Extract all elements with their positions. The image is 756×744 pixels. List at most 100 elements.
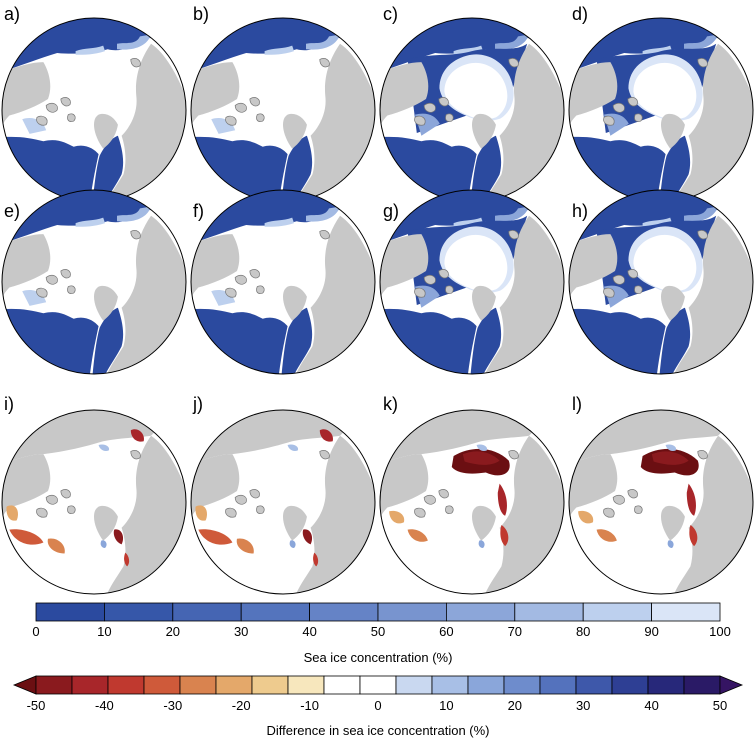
island [130,230,141,240]
map-content [569,190,753,374]
panel-label: a) [4,4,20,24]
island [67,113,76,122]
land-north-america [380,454,429,530]
ice-gain-patch [667,540,674,548]
island [130,58,141,68]
map-panel-d: d) [568,4,754,203]
land-north-america [380,62,429,138]
ice-loss-patch [302,529,313,545]
island [508,58,519,68]
colorbar-swatch [35,675,73,695]
island [319,58,330,68]
ice-loss-patch [651,451,689,465]
colorbar-swatch [287,675,325,695]
colorbar-swatch [107,675,145,695]
map-border [379,409,565,595]
colorbar-tick-label: -40 [95,698,114,713]
ice-loss-patch [462,451,500,465]
ocean-region [380,308,477,374]
colorbar-swatch [683,675,721,695]
land-north-america [191,62,240,138]
colorbar-swatch [323,675,361,695]
island [36,507,48,518]
ocean-region [659,307,691,374]
ocean-region [281,307,313,374]
ice-loss-patch [124,552,130,567]
island [438,489,449,499]
colorbar-swatch [539,675,577,695]
ice-loss-patch [389,510,405,524]
colorbar-swatch [104,602,174,622]
ocean-region [92,135,124,202]
island [67,285,76,294]
map-content [380,410,564,594]
ocean-region [281,135,313,202]
land-greenland [661,285,685,321]
land-north-america [569,234,618,310]
colorbar-swatch [309,602,379,622]
colorbar-tick-label: 10 [439,698,453,713]
map-border [568,189,754,375]
marginal-ice [75,45,106,55]
island [634,505,643,514]
panel-label: g) [383,201,399,221]
ocean-region [470,307,502,374]
island [627,97,638,107]
ice-loss-patch [689,525,698,547]
difference-colorbar-title: Difference in sea ice concentration (%) [266,723,489,738]
island [697,230,708,240]
map-content [191,18,375,202]
island [249,489,260,499]
ice-gain-patch [478,540,485,548]
colorbar-swatch [575,675,613,695]
land-north-america [569,62,618,138]
map-content [2,18,186,202]
island [225,507,237,518]
island [445,285,454,294]
colorbar-tick-label: -30 [163,698,182,713]
marginal-ice [117,34,152,50]
map-content [2,410,186,594]
island [256,285,265,294]
colorbar-swatch [71,675,109,695]
island [603,287,615,298]
colorbar-tick-label: 100 [709,624,731,639]
map-panel-k: k) [379,394,565,595]
land-north-america [2,454,51,530]
panel-label: b) [193,4,209,24]
colorbar-swatch [651,602,721,622]
island [234,103,247,113]
colorbar-swatch [431,675,469,695]
ice-loss-patch [497,483,507,516]
island [45,275,58,285]
colorbar-tick-label: -20 [232,698,251,713]
ice-core [633,234,697,292]
ocean-region [470,135,502,202]
map-border [1,409,187,595]
colorbar-extension-high [719,675,744,695]
marginal-ice [684,206,719,222]
colorbar-swatch [647,675,685,695]
ice-core [444,62,508,120]
marginal-ice [495,34,530,50]
colorbar-tick-label: 60 [439,624,453,639]
island [438,97,449,107]
panel-label: h) [572,201,588,221]
land-north-america [380,234,429,310]
ice-loss-patch [319,429,333,442]
marginal-ice [264,217,295,227]
land-north-america [2,234,51,310]
island [319,450,330,460]
island [45,495,58,505]
island [445,505,454,514]
map-content [569,18,753,202]
colorbar-swatch [503,675,541,695]
marginal-ice [684,34,719,50]
colorbar-tick-label: 0 [374,698,381,713]
island [414,507,426,518]
island [697,450,708,460]
colorbar-tick-label: 50 [713,698,727,713]
marginal-ice [306,206,341,222]
land-north-america [2,62,51,138]
colorbar-swatch [143,675,181,695]
